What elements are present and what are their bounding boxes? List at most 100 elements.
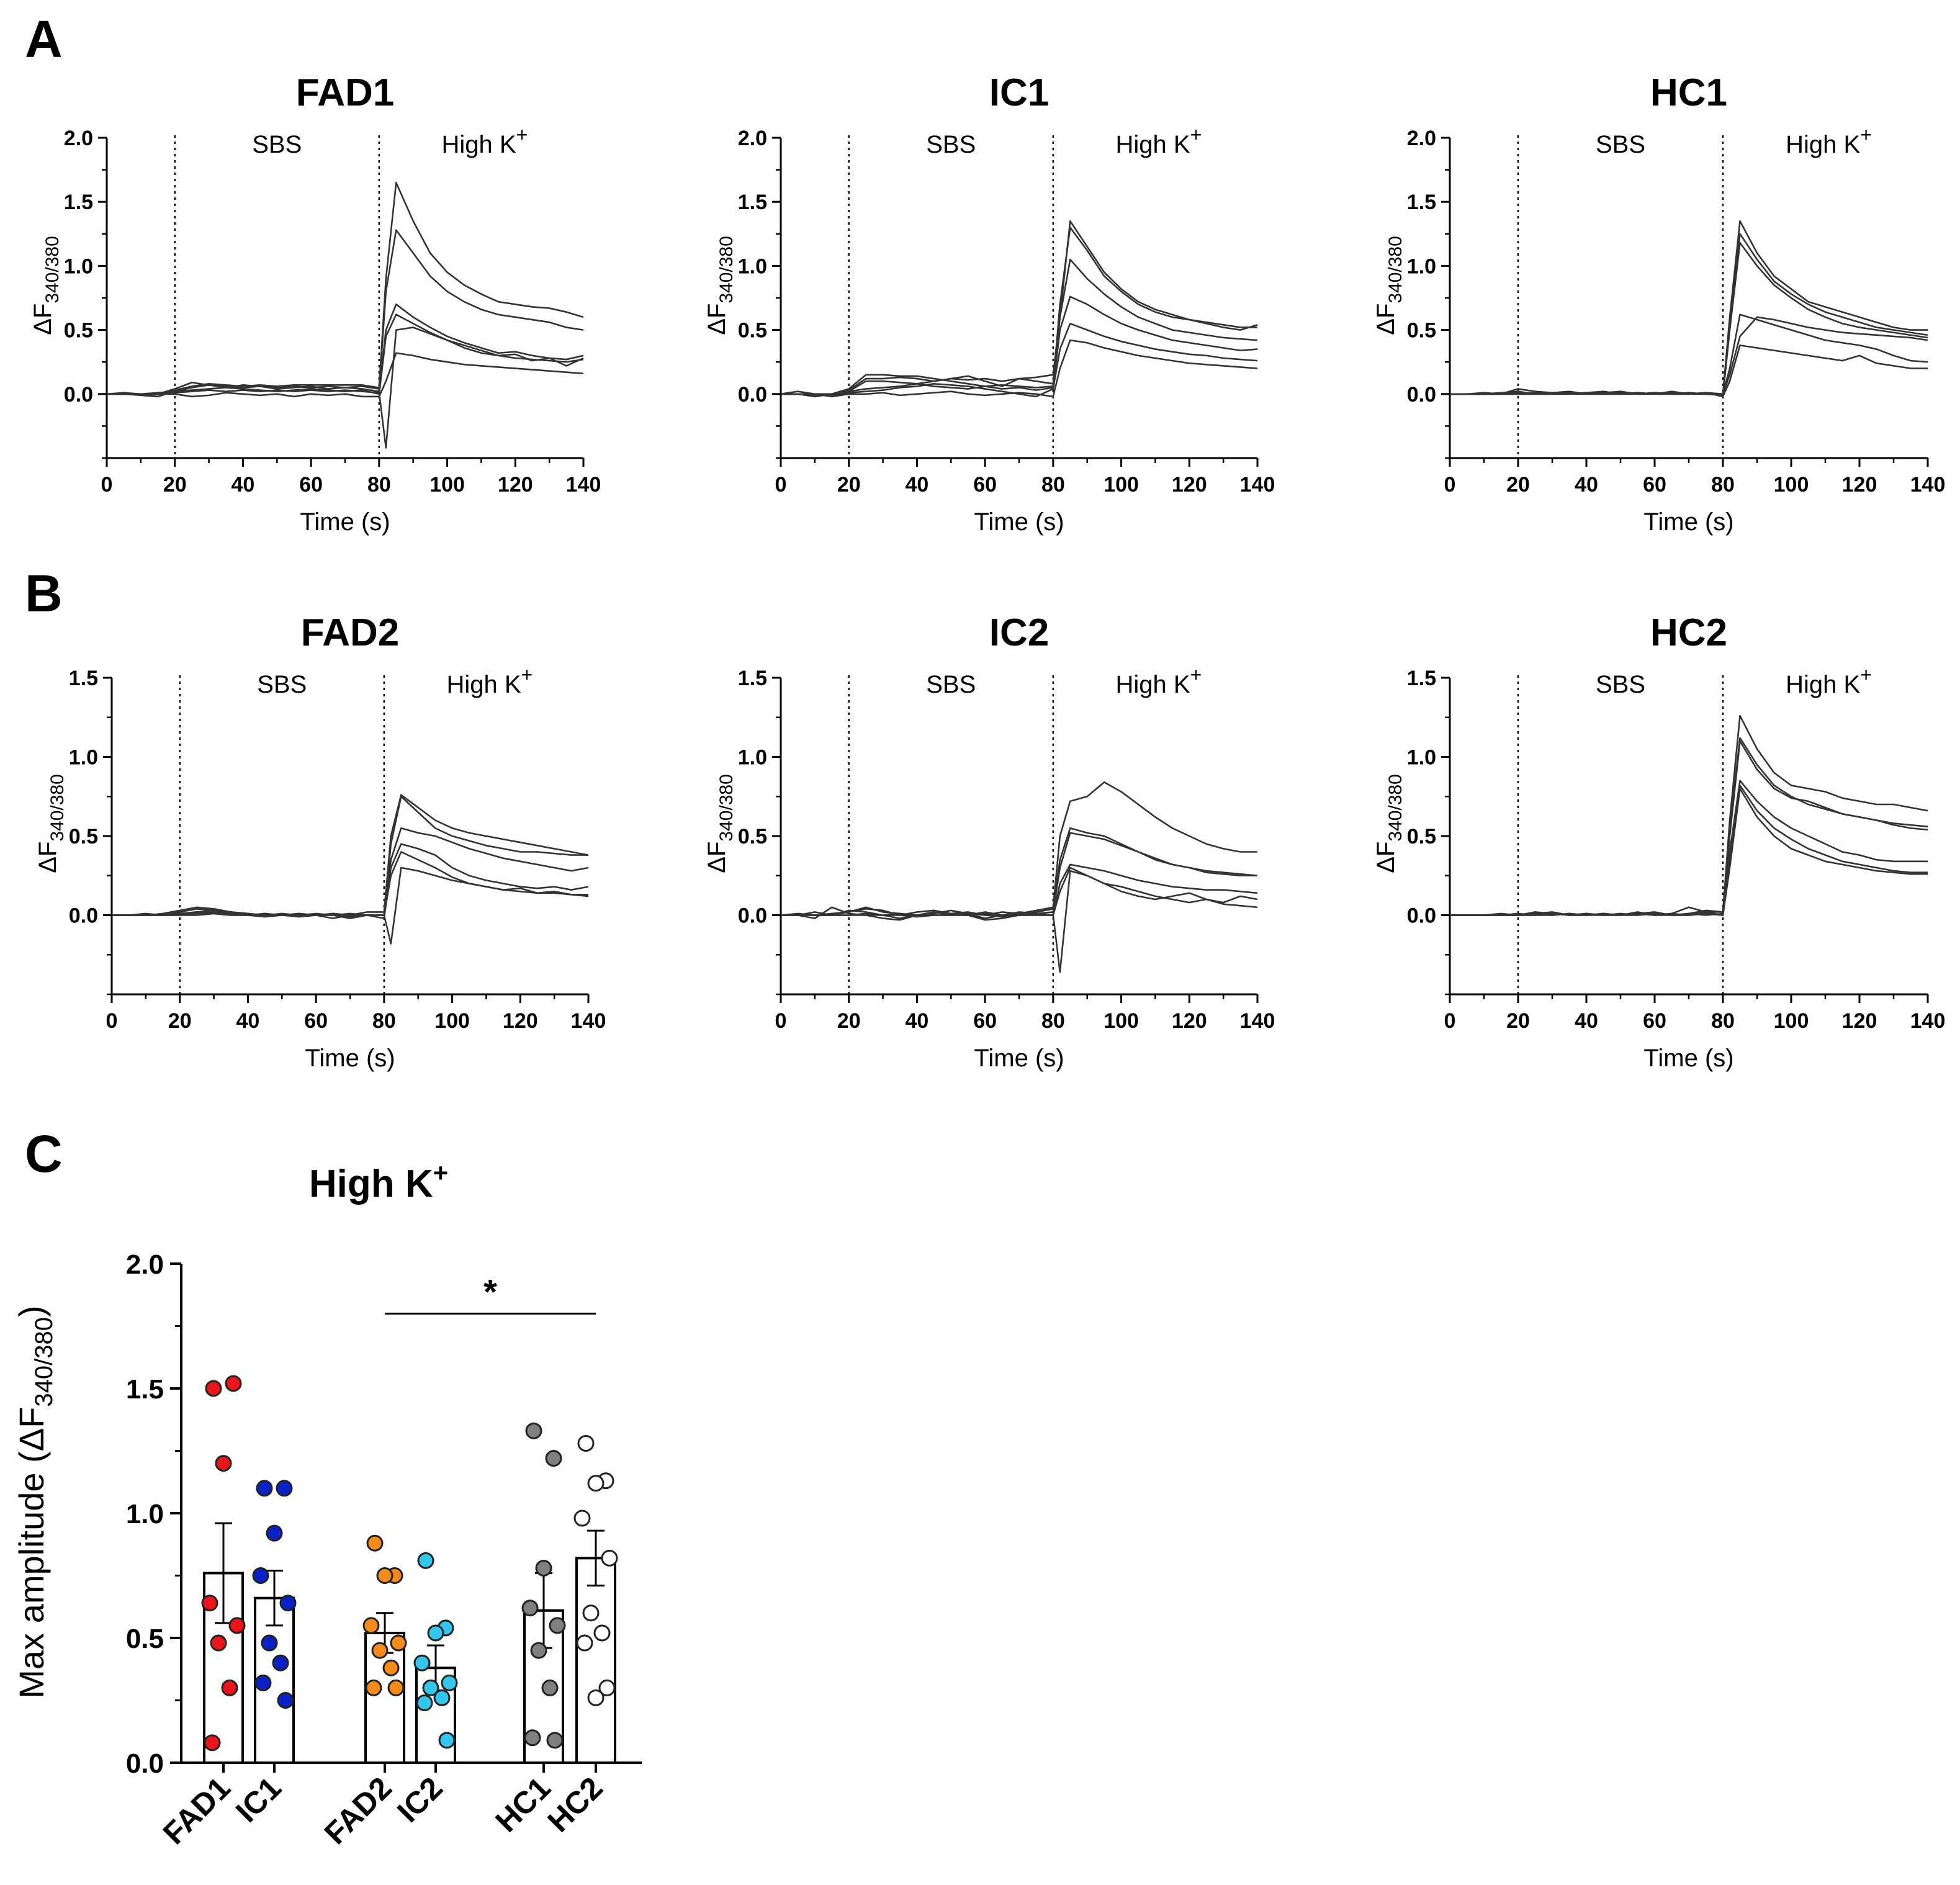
category-label: FAD2: [318, 1770, 398, 1851]
data-point: [577, 1434, 595, 1452]
trace-line: [1450, 241, 1928, 397]
trace-line: [107, 352, 584, 398]
data-point: [525, 1422, 542, 1439]
phase-label-sbs: SBS: [257, 671, 307, 698]
x-tick-label: 80: [1711, 473, 1735, 497]
trace-line: [112, 843, 589, 919]
data-point: [362, 1617, 380, 1634]
bar-y-tick-label: 0.0: [126, 1748, 164, 1779]
trace-line: [781, 866, 1258, 918]
trace-line: [781, 870, 1258, 973]
chart-title: HC2: [1650, 611, 1727, 654]
y-tick-label: 0.0: [738, 383, 767, 407]
y-tick-label: 1.5: [738, 191, 767, 214]
data-point: [228, 1617, 246, 1634]
data-point: [266, 1524, 283, 1542]
x-tick-label: 80: [1711, 1009, 1735, 1033]
data-point: [422, 1679, 439, 1696]
x-tick-label: 20: [1506, 473, 1530, 497]
y-axis-label: ΔF340/380: [703, 774, 737, 873]
y-axis-label: ΔF340/380: [703, 236, 737, 335]
y-tick-label: 2.0: [1407, 127, 1436, 150]
data-point: [279, 1595, 297, 1612]
data-point: [215, 1455, 232, 1472]
x-tick-label: 140: [1910, 1009, 1946, 1033]
x-tick-label: 140: [1910, 473, 1946, 497]
trace-line: [780, 220, 1257, 395]
data-point: [382, 1659, 400, 1676]
data-point: [365, 1679, 382, 1696]
bar-chart-title: High K+: [309, 1158, 448, 1205]
chart-ic2: IC2 0.0 0.5 1.0 1.5 0 20 40 60 80 100 120 140 Time (s…: [703, 611, 1275, 1072]
x-tick-label: 120: [1172, 473, 1207, 497]
data-point: [438, 1732, 456, 1749]
trace-line: [781, 781, 1257, 916]
y-tick-label: 2.0: [738, 127, 767, 150]
panel-letter-b: B: [25, 564, 63, 623]
phase-label-sbs: SBS: [1596, 131, 1645, 158]
y-tick-label: 0.5: [1407, 825, 1436, 848]
data-point: [427, 1624, 444, 1642]
x-tick-label: 0: [1444, 1009, 1456, 1033]
y-tick-label: 0.5: [1407, 319, 1436, 343]
x-tick-label: 80: [1041, 1009, 1065, 1033]
y-tick-label: 1.0: [1407, 746, 1436, 770]
data-point: [576, 1634, 593, 1652]
x-tick-label: 140: [1240, 473, 1275, 497]
x-tick-label: 20: [1506, 1009, 1530, 1033]
bar: [575, 1557, 616, 1765]
bar-y-tick-label: 0.5: [126, 1624, 164, 1654]
x-tick-label: 120: [503, 1009, 538, 1033]
chart-title: IC1: [989, 71, 1049, 114]
data-point: [387, 1679, 405, 1696]
trace-line: [781, 295, 1258, 395]
data-point: [530, 1642, 547, 1659]
data-point: [524, 1729, 541, 1747]
phase-label-highk: High K+: [1116, 664, 1202, 698]
trace-line: [781, 322, 1258, 398]
bar-chart-ylabel: Max amplitude (ΔF340/380): [12, 1305, 58, 1698]
data-point: [582, 1604, 600, 1622]
y-tick-label: 1.0: [1407, 254, 1436, 278]
y-axis-label: ΔF340/380: [1372, 774, 1406, 873]
x-tick-label: 0: [101, 473, 113, 497]
x-tick-label: 20: [168, 1009, 192, 1033]
trace-line: [1450, 785, 1928, 916]
trace-line: [1450, 714, 1928, 916]
y-axis-label: ΔF340/380: [34, 774, 68, 873]
trace-line: [112, 795, 588, 918]
x-axis-label: Time (s): [300, 508, 390, 536]
trace-line: [112, 866, 588, 945]
y-tick-label: 1.5: [1407, 667, 1436, 690]
phase-label-highk: High K+: [442, 124, 528, 158]
x-tick-label: 100: [1104, 473, 1139, 497]
trace-line: [1450, 788, 1928, 916]
chart-fad1: FAD1 0.0 0.5 1.0 1.5 2.0 0 20 40 60 80 100 120 140 Tim…: [29, 71, 601, 536]
x-tick-label: 60: [973, 1009, 997, 1033]
x-axis-label: Time (s): [974, 1045, 1064, 1072]
chart-title: FAD2: [301, 611, 399, 654]
x-tick-label: 60: [304, 1009, 328, 1033]
x-tick-label: 0: [1444, 473, 1456, 497]
y-axis-label: ΔF340/380: [29, 236, 63, 335]
x-tick-label: 20: [837, 1009, 861, 1033]
data-point: [256, 1480, 273, 1497]
x-tick-label: 140: [1240, 1009, 1275, 1033]
y-tick-label: 1.0: [738, 254, 767, 278]
trace-line: [112, 794, 589, 916]
x-axis-label: Time (s): [305, 1045, 395, 1072]
x-tick-label: 40: [906, 473, 929, 497]
y-tick-label: 1.5: [738, 667, 767, 690]
chart-title: FAD1: [296, 71, 394, 114]
phase-label-sbs: SBS: [252, 131, 302, 158]
x-tick-label: 140: [571, 1009, 606, 1033]
y-tick-label: 0.5: [738, 319, 767, 343]
data-point: [277, 1692, 294, 1709]
x-tick-label: 40: [236, 1009, 260, 1033]
panel-letter-c: C: [25, 1125, 63, 1183]
trace-line: [107, 313, 584, 395]
x-tick-label: 140: [566, 473, 601, 497]
x-tick-label: 80: [367, 473, 391, 497]
x-axis-label: Time (s): [1643, 508, 1733, 536]
